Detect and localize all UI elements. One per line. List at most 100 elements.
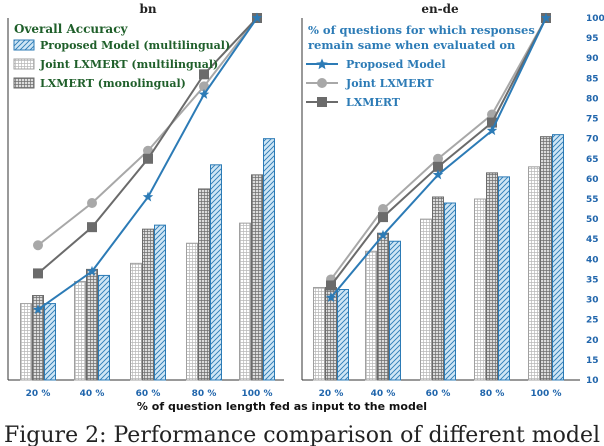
figure-caption: Figure 2: Performance comparison of diff… bbox=[4, 423, 600, 446]
bar-lxmert bbox=[32, 295, 44, 381]
legend-label-line-joint: Joint LXMERT bbox=[345, 77, 434, 90]
x-tick-label: 80 % bbox=[192, 389, 217, 399]
bar-joint bbox=[474, 198, 486, 381]
legend-lines-title-line1: % of questions for which responses bbox=[308, 23, 535, 37]
bar-joint bbox=[130, 262, 142, 381]
panel-bn: 20 % 40 % 60 % 80 % 100 % bbox=[7, 12, 284, 399]
point-joint bbox=[378, 204, 388, 215]
point-lxmert bbox=[199, 69, 209, 80]
bar-proposed bbox=[263, 138, 275, 381]
bar-joint bbox=[239, 222, 251, 381]
bar-lxmert bbox=[432, 196, 444, 381]
y-tick-label: 20 bbox=[586, 336, 599, 346]
y-tick-label: 85 bbox=[586, 74, 599, 84]
x-axis-label: % of question length fed as input to the… bbox=[137, 400, 427, 413]
point-proposed bbox=[325, 292, 337, 302]
bar-proposed bbox=[552, 134, 564, 381]
bar-proposed bbox=[498, 176, 510, 381]
bar-joint bbox=[20, 303, 32, 381]
bar-proposed bbox=[210, 164, 222, 381]
bar-joint bbox=[365, 250, 377, 381]
y-tick-label: 45 bbox=[586, 235, 599, 245]
bar-proposed bbox=[444, 202, 456, 381]
point-lxmert bbox=[487, 117, 497, 128]
y-tick-label: 10 bbox=[586, 376, 599, 386]
x-tick-label: 100 % bbox=[531, 389, 562, 399]
point-proposed bbox=[86, 265, 98, 276]
y-tick-label: 30 bbox=[586, 296, 599, 306]
legend-swatch-proposed bbox=[13, 39, 35, 51]
y-tick-label: 100 bbox=[586, 14, 604, 24]
bar-proposed bbox=[98, 274, 110, 381]
y-tick-label: 75 bbox=[586, 115, 599, 125]
legend-star-icon bbox=[316, 58, 328, 70]
bar-lxmert bbox=[486, 172, 498, 381]
y-tick-label: 95 bbox=[586, 34, 599, 44]
legend-bars-title: Overall Accuracy bbox=[14, 22, 129, 36]
bar-lxmert bbox=[377, 232, 389, 381]
legend-bars: Overall Accuracy Proposed Model (multili… bbox=[13, 22, 230, 90]
x-tick-label: 40 % bbox=[371, 389, 396, 399]
bar-lxmert bbox=[142, 228, 154, 381]
legend-label-joint: Joint LXMERT (multilingual) bbox=[39, 58, 218, 71]
y-tick-label: 80 bbox=[586, 94, 599, 104]
y-tick-label: 15 bbox=[586, 356, 599, 366]
bar-lxmert bbox=[251, 174, 263, 381]
bar-joint bbox=[74, 280, 86, 381]
y-tick-label: 90 bbox=[586, 54, 599, 64]
point-proposed bbox=[432, 169, 444, 180]
bar-proposed bbox=[337, 289, 349, 381]
point-proposed bbox=[540, 12, 552, 23]
x-tick-label: 100 % bbox=[242, 389, 273, 399]
point-lxmert bbox=[143, 153, 153, 164]
point-proposed bbox=[198, 88, 210, 99]
y-tick-label: 40 bbox=[586, 255, 599, 265]
point-proposed bbox=[486, 125, 498, 136]
point-lxmert bbox=[87, 222, 97, 233]
point-proposed bbox=[142, 191, 154, 202]
x-tick-label: 60 % bbox=[136, 389, 161, 399]
point-proposed bbox=[251, 12, 263, 23]
panel-title-bn: bn bbox=[139, 2, 156, 16]
bar-proposed bbox=[154, 224, 166, 381]
x-tick-label: 80 % bbox=[480, 389, 505, 399]
point-lxmert bbox=[33, 268, 43, 279]
point-lxmert bbox=[378, 212, 388, 223]
point-lxmert bbox=[326, 280, 336, 291]
legend-swatch-joint bbox=[13, 58, 35, 70]
bar-proposed bbox=[389, 240, 401, 381]
legend-label-lxmert: LXMERT (monolingual) bbox=[40, 77, 186, 90]
y-tick-label: 55 bbox=[586, 195, 599, 205]
point-joint bbox=[33, 240, 43, 251]
y-tick-label: 50 bbox=[586, 215, 599, 225]
x-tick-label: 20 % bbox=[26, 389, 51, 399]
legend-label-proposed: Proposed Model (multilingual) bbox=[40, 39, 230, 52]
x-tick-label: 40 % bbox=[80, 389, 105, 399]
point-joint bbox=[199, 81, 209, 92]
bar-joint bbox=[528, 166, 540, 381]
bar-joint bbox=[420, 218, 432, 381]
legend-swatch-lxmert bbox=[13, 77, 35, 89]
x-tick-label: 20 % bbox=[319, 389, 344, 399]
point-lxmert bbox=[433, 161, 443, 172]
y-axis-ticks: 10 15 20 25 30 35 40 45 50 55 60 65 70 75 80 85 90 95 100 bbox=[586, 14, 604, 386]
bar-joint bbox=[186, 242, 198, 381]
bar-joint bbox=[313, 286, 325, 381]
legend-lines-title-line2: remain same when evaluated on bbox=[308, 38, 516, 52]
legend-square-icon bbox=[317, 97, 327, 107]
panel-title-en-de: en-de bbox=[421, 2, 459, 16]
legend-label-line-lxmert: LXMERT bbox=[346, 96, 401, 109]
bar-lxmert bbox=[86, 268, 98, 381]
legend-label-line-proposed: Proposed Model bbox=[346, 58, 446, 71]
y-tick-label: 65 bbox=[586, 155, 599, 165]
point-proposed bbox=[32, 304, 44, 315]
legend-lines: % of questions for which responses remai… bbox=[306, 23, 535, 109]
y-tick-label: 70 bbox=[586, 135, 599, 145]
point-proposed bbox=[377, 229, 389, 240]
y-tick-label: 35 bbox=[586, 275, 599, 285]
bar-lxmert bbox=[540, 136, 552, 381]
bar-proposed bbox=[44, 303, 56, 381]
bar-lxmert bbox=[198, 188, 210, 381]
point-joint bbox=[433, 153, 443, 164]
